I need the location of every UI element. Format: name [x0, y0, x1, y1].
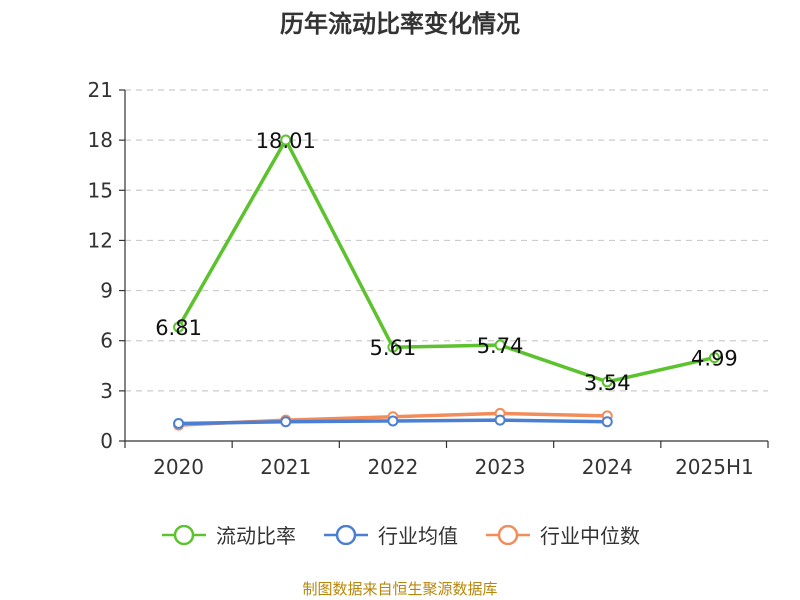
- data-point: [280, 134, 292, 146]
- data-point: [173, 321, 185, 333]
- series-line: [177, 138, 715, 384]
- data-point: [708, 352, 720, 364]
- data-point: [601, 376, 613, 388]
- data-point: [601, 416, 613, 428]
- x-tick-label: 2022: [367, 455, 418, 479]
- data-label: 5.74: [477, 334, 524, 358]
- x-tick-label: 2023: [475, 455, 526, 479]
- legend-marker-industry-mean: [324, 524, 368, 545]
- legend-label-industry-median: 行业中位数: [540, 524, 640, 548]
- data-point: [280, 416, 292, 428]
- data-label: 4.99: [691, 347, 738, 371]
- x-tick-label: 2021: [260, 455, 311, 479]
- legend-label-current-ratio: 流动比率: [216, 524, 296, 548]
- legend-label-industry-mean: 行业均值: [378, 524, 458, 548]
- chart-title: 历年流动比率变化情况: [280, 10, 520, 38]
- legend: 流动比率 行业均值 行业中位数: [0, 520, 800, 549]
- data-label: 6.81: [155, 316, 202, 340]
- x-tick-label: 2024: [582, 455, 633, 479]
- data-point: [494, 339, 506, 351]
- data-label: 18.01: [256, 129, 316, 153]
- data-label: 5.61: [370, 336, 417, 360]
- y-tick-label: 15: [88, 178, 113, 202]
- x-tick-label: 2025H1: [675, 455, 754, 479]
- y-tick-label: 3: [100, 379, 113, 403]
- legend-item-industry-mean[interactable]: 行业均值: [322, 520, 458, 549]
- y-tick-label: 6: [100, 329, 113, 353]
- data-point: [387, 415, 399, 427]
- y-tick-label: 9: [100, 279, 113, 303]
- data-label: 3.54: [584, 371, 631, 395]
- data-point: [173, 417, 185, 429]
- data-point: [387, 341, 399, 353]
- y-tick-label: 21: [88, 78, 113, 102]
- legend-marker-current-ratio: [162, 524, 206, 545]
- legend-item-industry-median[interactable]: 行业中位数: [484, 520, 640, 549]
- y-tick-label: 12: [88, 228, 113, 252]
- data-source: 制图数据来自恒生聚源数据库: [302, 580, 498, 598]
- y-tick-label: 18: [88, 128, 113, 152]
- data-point: [494, 414, 506, 426]
- legend-marker-industry-median: [486, 524, 530, 545]
- legend-item-current-ratio[interactable]: 流动比率: [160, 520, 296, 549]
- y-tick-label: 0: [100, 429, 113, 453]
- x-tick-label: 2020: [153, 455, 204, 479]
